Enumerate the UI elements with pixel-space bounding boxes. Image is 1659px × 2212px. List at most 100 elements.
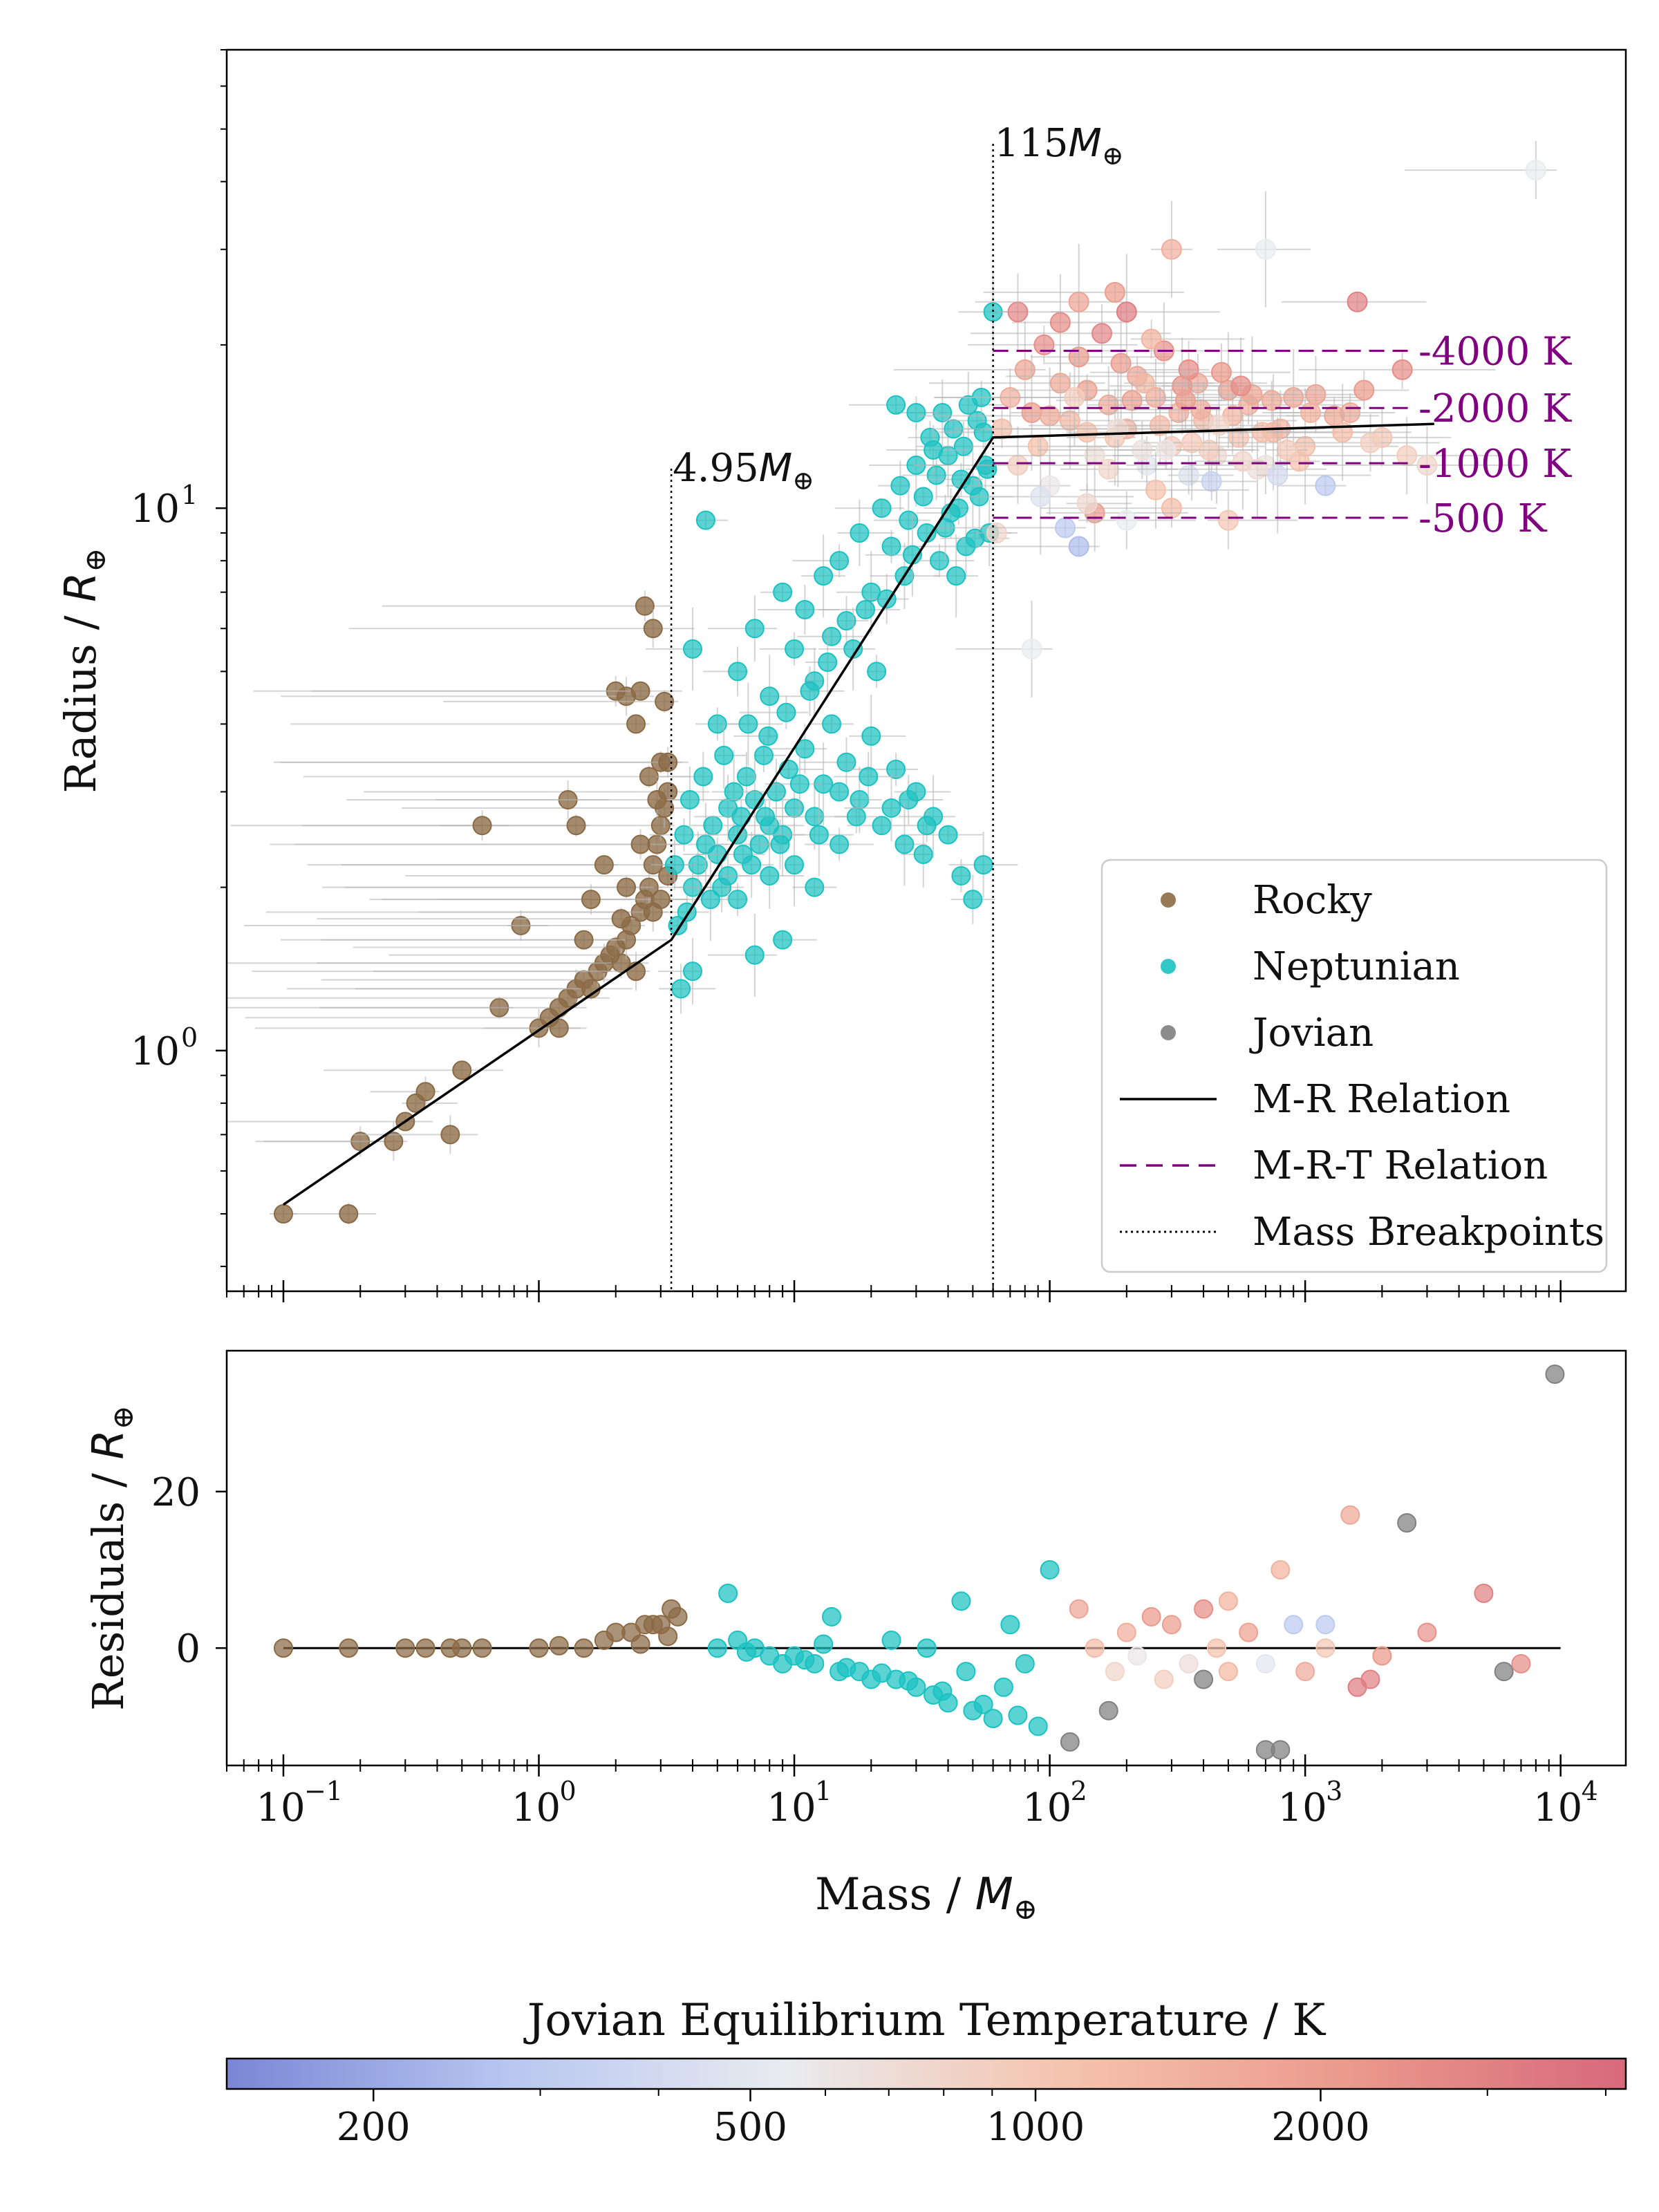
residual-point <box>1098 1700 1118 1721</box>
jovian-point <box>1353 379 1375 401</box>
neptunian-point <box>872 816 892 836</box>
residual-point <box>718 1583 738 1603</box>
y-tick-label-exponent: 1 <box>181 480 198 510</box>
rocky-point <box>626 714 646 734</box>
jovian-point <box>1014 359 1035 380</box>
neptunian-point <box>938 825 958 845</box>
residuals-plot-area <box>227 1351 1626 1765</box>
legend-label-rocky: Rocky <box>1253 878 1372 923</box>
neptunian-point <box>913 487 933 507</box>
rocky-point <box>440 1125 460 1145</box>
neptunian-point <box>805 877 825 897</box>
rocky-point <box>643 619 663 639</box>
x-tick-label: 10 <box>256 1785 305 1830</box>
legend-label-breakpoints: Mass Breakpoints <box>1253 1210 1604 1255</box>
residual-point <box>1315 1638 1335 1658</box>
residual-point <box>1271 1559 1291 1580</box>
jovian-point <box>1076 422 1098 443</box>
residual-point <box>1040 1559 1060 1580</box>
jovian-point <box>1232 451 1253 472</box>
neptunian-point <box>830 834 850 854</box>
neptunian-point <box>913 844 933 864</box>
neptunian-point <box>846 807 866 827</box>
rocky-point <box>566 816 586 836</box>
residual-y-tick-label: 20 <box>151 1470 200 1515</box>
residual-point <box>1494 1662 1514 1682</box>
jovian-point <box>1217 509 1239 531</box>
rocky-point <box>611 909 631 929</box>
residual-point <box>1154 1669 1174 1689</box>
mr-relation-line <box>282 422 1434 1206</box>
legend-marker-neptunian <box>1161 959 1176 974</box>
neptunian-point <box>963 890 983 910</box>
neptunian-point <box>822 626 842 646</box>
residual-point <box>1284 1615 1304 1635</box>
colorbar-gradient <box>225 2057 1627 2090</box>
rocky-point <box>574 930 594 950</box>
mass-breakpoint-subscript: ⊕ <box>792 465 814 496</box>
rocky-point <box>339 1204 359 1224</box>
jovian-point <box>1255 238 1276 260</box>
mrt-temperature-label: -1000 K <box>1418 442 1572 487</box>
rocky-point <box>549 1018 569 1038</box>
jovian-point <box>1027 435 1049 457</box>
residual-point <box>1218 1662 1238 1682</box>
legend-label-neptunian: Neptunian <box>1253 944 1460 989</box>
jovian-point <box>1076 493 1098 514</box>
residual-point <box>1127 1646 1147 1666</box>
main-scatter-points <box>227 141 1557 1226</box>
mass-breakpoint-subscript: ⊕ <box>1102 140 1124 171</box>
jovian-point <box>1300 402 1321 423</box>
jovian-point <box>1391 359 1413 380</box>
jovian-point <box>1116 509 1137 531</box>
jovian-point <box>1208 415 1230 436</box>
jovian-point <box>1174 390 1196 411</box>
colorbar-ticks: 200 500 1000 2000 <box>337 2089 1606 2150</box>
neptunian-point <box>924 440 944 460</box>
neptunian-point <box>814 566 834 586</box>
x-tick-label: 10 <box>1277 1785 1327 1830</box>
jovian-point <box>1178 465 1199 486</box>
neptunian-point <box>830 551 850 571</box>
mass-breakpoint-symbol: M <box>1069 121 1102 166</box>
y-tick-label: 10 <box>131 487 180 532</box>
residual-point <box>1116 1622 1136 1642</box>
jovian-point <box>1021 638 1042 659</box>
x-tick-label-exponent: 4 <box>1582 1776 1598 1806</box>
neptunian-point <box>693 767 713 787</box>
neptunian-point <box>906 402 926 422</box>
x-tick-label-exponent: 2 <box>1071 1776 1087 1806</box>
residual-point <box>1069 1599 1089 1619</box>
neptunian-point <box>890 476 910 496</box>
main-y-label: Radius / R⊕ <box>55 548 112 794</box>
residual-point <box>983 1709 1003 1729</box>
neptunian-point <box>760 865 780 885</box>
residual-point <box>956 1662 976 1682</box>
jovian-point <box>1141 328 1162 350</box>
jovian-point <box>1039 405 1060 427</box>
jovian-point <box>1261 390 1282 411</box>
neptunian-point <box>738 714 758 734</box>
jovian-point <box>1145 479 1166 500</box>
neptunian-point <box>785 855 805 875</box>
rocky-point <box>617 877 637 897</box>
jovian-point <box>1283 386 1304 408</box>
neptunian-point <box>664 855 684 875</box>
residual-point <box>529 1638 549 1658</box>
y-tick-label: 10 <box>131 1029 180 1074</box>
neptunian-point <box>700 890 720 910</box>
neptunian-point <box>861 726 881 746</box>
residual-point <box>707 1638 727 1658</box>
jovian-point <box>1347 291 1368 312</box>
legend-box <box>1100 859 1608 1273</box>
residual-point <box>1000 1615 1020 1635</box>
residual-point <box>973 1694 993 1714</box>
residual-point <box>1206 1638 1226 1658</box>
residual-point <box>574 1638 594 1658</box>
residual-point <box>452 1638 472 1658</box>
jovian-point <box>1007 455 1029 476</box>
neptunian-point <box>728 662 748 682</box>
